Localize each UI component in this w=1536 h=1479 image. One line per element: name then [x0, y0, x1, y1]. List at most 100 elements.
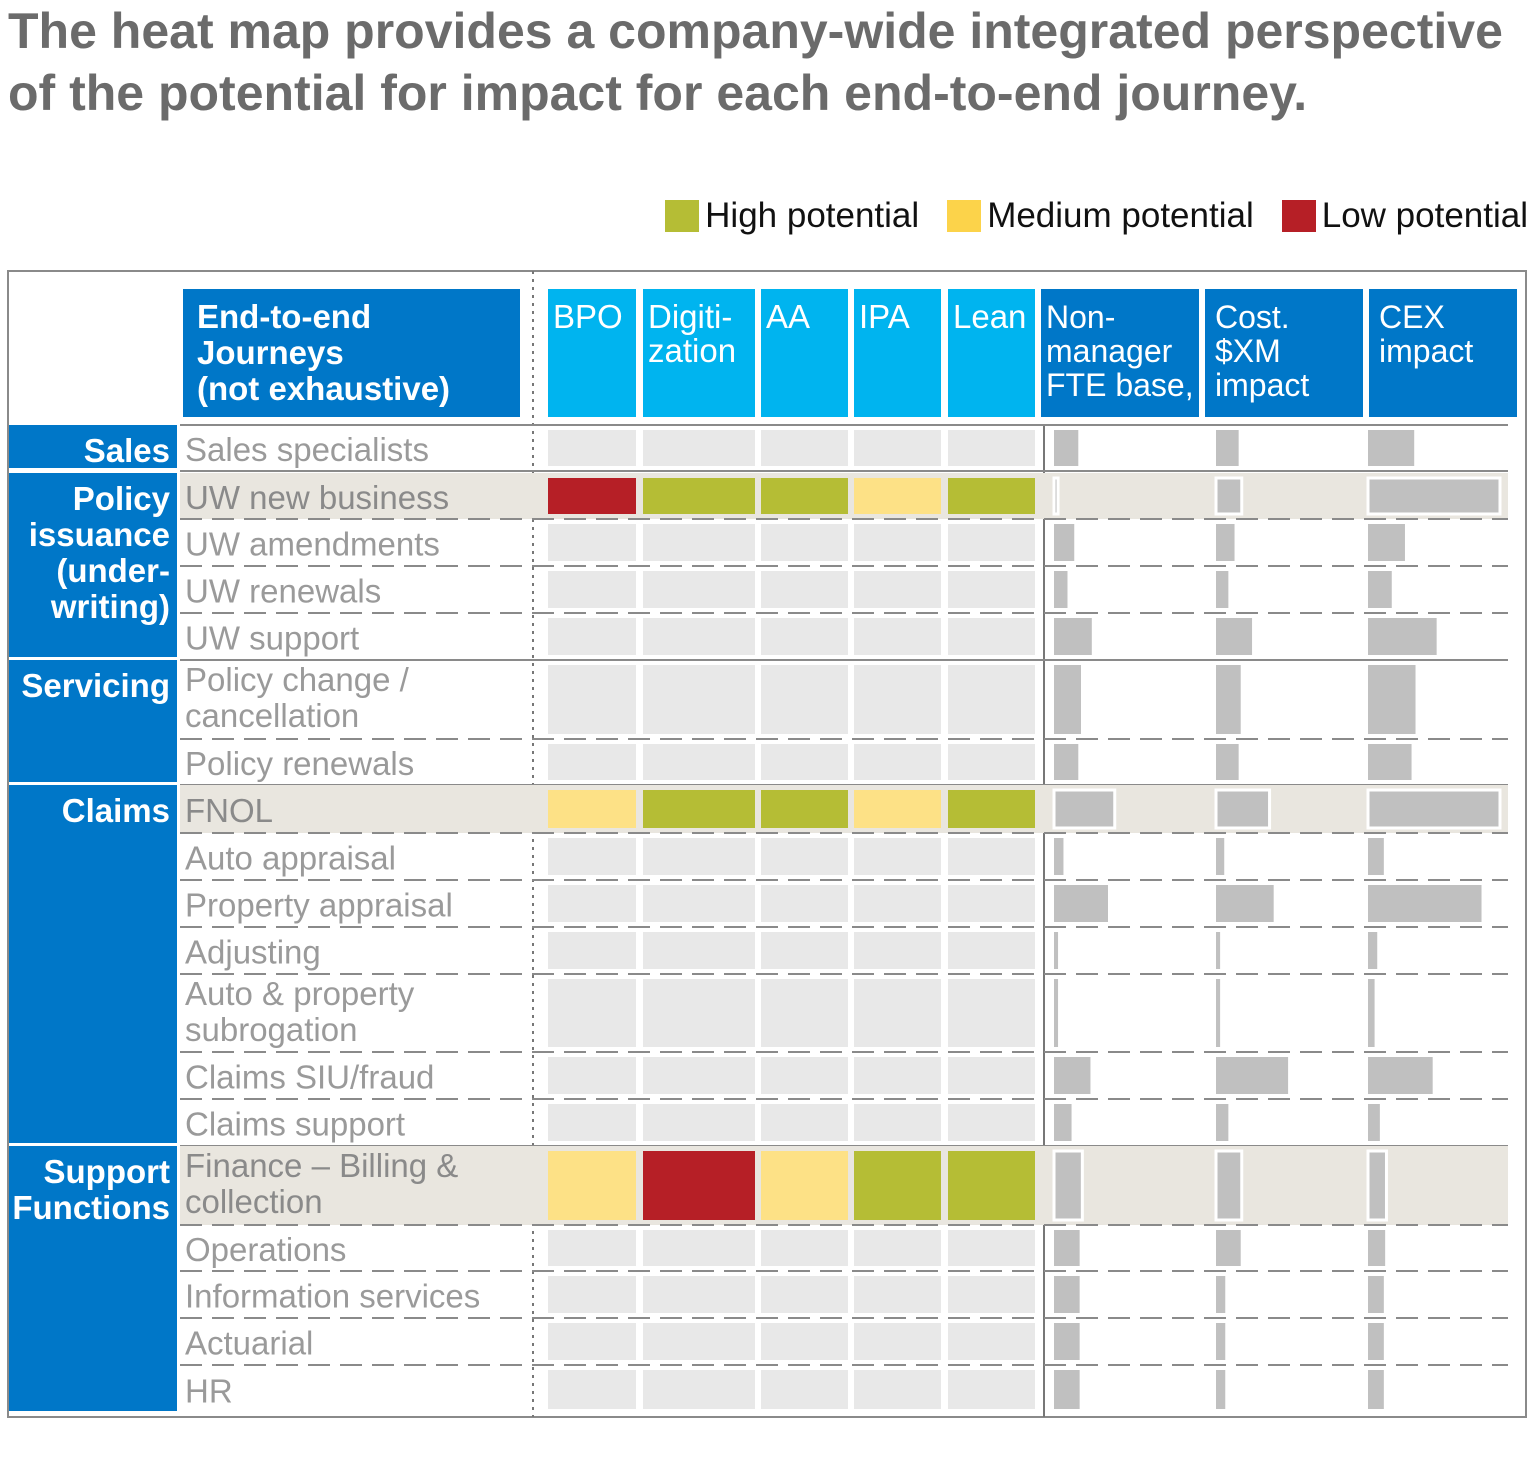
row-label-finance-billing-collection: Finance – Billing & collection — [185, 1147, 458, 1220]
bar-information-services-fte — [1054, 1276, 1080, 1313]
cell-claims-siu-fraud-ipa — [854, 1057, 941, 1094]
bar-adjusting-cex — [1368, 932, 1378, 969]
row-label-adjusting: Adjusting — [185, 934, 321, 971]
cell-policy-renewals-aa — [761, 744, 848, 780]
cell-uw-support-ipa — [854, 618, 941, 655]
bar-uw-amendments-fte — [1054, 524, 1075, 561]
cell-claims-support-digitization — [643, 1104, 755, 1141]
bar-uw-new-business-cost — [1214, 476, 1244, 516]
cell-fnol-aa — [761, 790, 848, 828]
group-label-servicing: Servicing — [21, 667, 170, 704]
cell-information-services-digitization — [643, 1276, 755, 1313]
bar-hr-cost — [1216, 1370, 1226, 1409]
cell-auto-property-subrogation-ipa — [854, 979, 941, 1047]
cell-information-services-bpo — [548, 1276, 636, 1313]
cell-fnol-ipa — [854, 790, 941, 828]
cell-policy-change-cancellation-lean — [948, 665, 1035, 734]
cell-adjusting-ipa — [854, 932, 941, 969]
cell-hr-digitization — [643, 1370, 755, 1409]
legend-label-high: High potential — [705, 196, 920, 235]
bar-sales-specialists-cost — [1216, 430, 1239, 466]
bar-hr-cex — [1368, 1370, 1384, 1409]
cell-uw-new-business-ipa — [854, 478, 941, 514]
legend-item-high: High potential — [665, 196, 919, 236]
bar-uw-renewals-cost — [1216, 571, 1229, 608]
cell-uw-amendments-ipa — [854, 524, 941, 561]
cell-hr-lean — [948, 1370, 1035, 1409]
bar-column-label-cost: Cost. $XM impact — [1215, 299, 1309, 403]
cell-uw-amendments-bpo — [548, 524, 636, 561]
row-label-policy-renewals: Policy renewals — [185, 745, 414, 782]
cell-claims-support-aa — [761, 1104, 848, 1141]
cell-adjusting-aa — [761, 932, 848, 969]
bar-column-label-fte: Non-manager FTE base, — [1046, 299, 1194, 403]
column-label-digitization: Digiti-zation — [648, 298, 736, 369]
cell-policy-renewals-lean — [948, 744, 1035, 780]
bar-column-header-cost — [1205, 289, 1363, 417]
cell-claims-siu-fraud-digitization — [643, 1057, 755, 1094]
bar-finance-billing-collection-fte — [1052, 1149, 1084, 1222]
column-label-lean: Lean — [953, 298, 1026, 335]
row-label-auto-appraisal: Auto appraisal — [185, 840, 396, 877]
cell-hr-aa — [761, 1370, 848, 1409]
bar-finance-billing-collection-cex — [1366, 1149, 1388, 1222]
cell-sales-specialists-ipa — [854, 430, 941, 466]
legend-item-medium: Medium potential — [947, 196, 1254, 236]
cell-claims-support-bpo — [548, 1104, 636, 1141]
cell-policy-renewals-ipa — [854, 744, 941, 780]
cell-auto-property-subrogation-digitization — [643, 979, 755, 1047]
row-label-claims-support: Claims support — [185, 1106, 405, 1143]
cell-uw-renewals-aa — [761, 571, 848, 608]
legend-label-low: Low potential — [1321, 196, 1528, 235]
row-label-sales-specialists: Sales specialists — [185, 431, 429, 468]
title-line-2: of the potential for impact for each end… — [8, 65, 1308, 121]
cell-property-appraisal-ipa — [854, 885, 941, 922]
legend-swatch-high — [665, 200, 700, 232]
bar-uw-renewals-fte — [1054, 571, 1068, 608]
title-line-1: The heat map provides a company-wide int… — [8, 3, 1503, 59]
row-label-uw-amendments: UW amendments — [185, 526, 440, 563]
cell-policy-change-cancellation-aa — [761, 665, 848, 734]
cell-policy-change-cancellation-ipa — [854, 665, 941, 734]
bar-information-services-cost — [1216, 1276, 1226, 1313]
bar-operations-cost — [1216, 1230, 1241, 1266]
bar-claims-support-fte — [1054, 1104, 1072, 1141]
bar-information-services-cex — [1368, 1276, 1384, 1313]
cell-operations-lean — [948, 1230, 1035, 1266]
group-label-support-functions: Support Functions — [12, 1153, 170, 1226]
cell-actuarial-aa — [761, 1323, 848, 1360]
cell-sales-specialists-bpo — [548, 430, 636, 466]
cell-policy-change-cancellation-bpo — [548, 665, 636, 734]
cell-auto-appraisal-aa — [761, 838, 848, 875]
group-block-policy-issuance-under-writing — [9, 473, 177, 657]
cell-actuarial-bpo — [548, 1323, 636, 1360]
bar-fnol-cex — [1366, 788, 1502, 830]
bar-operations-cex — [1368, 1230, 1386, 1266]
cell-auto-property-subrogation-aa — [761, 979, 848, 1047]
cell-adjusting-digitization — [643, 932, 755, 969]
cell-policy-renewals-digitization — [643, 744, 755, 780]
row-label-auto-property-subrogation: Auto & property subrogation — [185, 975, 415, 1048]
cell-uw-support-bpo — [548, 618, 636, 655]
cell-uw-new-business-digitization — [643, 478, 755, 514]
group-block-sales — [9, 425, 177, 468]
bar-uw-new-business-fte — [1052, 476, 1060, 516]
row-label-property-appraisal: Property appraisal — [185, 887, 453, 924]
bar-sales-specialists-cex — [1368, 430, 1415, 466]
column-label-ipa: IPA — [859, 298, 910, 335]
bar-property-appraisal-cex — [1368, 885, 1482, 922]
cell-uw-support-lean — [948, 618, 1035, 655]
row-label-uw-support: UW support — [185, 620, 359, 657]
column-label-aa: AA — [766, 298, 810, 335]
cell-policy-renewals-bpo — [548, 744, 636, 780]
bar-policy-renewals-cex — [1368, 744, 1412, 780]
bar-auto-property-subrogation-cost — [1216, 979, 1221, 1047]
bar-adjusting-cost — [1216, 932, 1221, 969]
cell-uw-support-aa — [761, 618, 848, 655]
bar-uw-renewals-cex — [1368, 571, 1392, 608]
bar-claims-support-cost — [1216, 1104, 1229, 1141]
cell-uw-new-business-lean — [948, 478, 1035, 514]
bar-actuarial-fte — [1054, 1323, 1080, 1360]
bar-actuarial-cost — [1216, 1323, 1226, 1360]
